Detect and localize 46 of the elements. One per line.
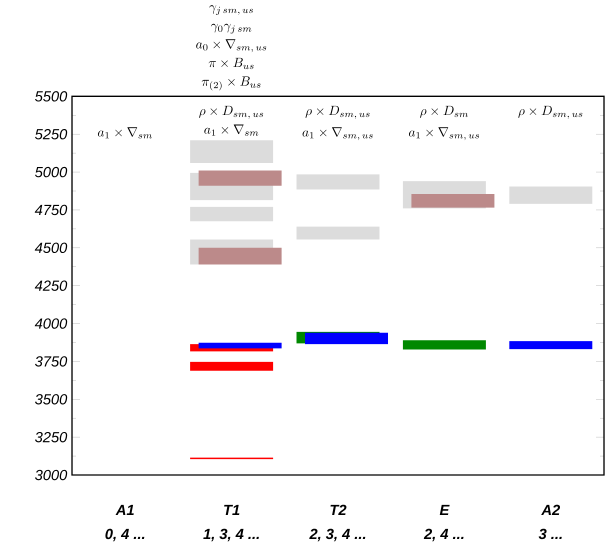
x-tick-label: E (440, 505, 450, 516)
y-tick-label: 3750 (35, 356, 68, 367)
annotation: $\rho\times D_{sm,\,us}$ (306, 106, 370, 119)
y-tick-label: 4000 (34, 318, 68, 329)
text: $\pi\times B_{us}$ (208, 58, 254, 70)
text: $a_{0}\times\nabla_{sm,\,us}$ (196, 39, 266, 52)
annotation: $a_{1}\times\nabla_{sm}$ (204, 124, 258, 136)
bar (190, 207, 274, 222)
annotation: $a_{1}\times\nabla_{sm}$ (98, 127, 152, 139)
bar (509, 186, 592, 204)
y-tick-label: 4750 (34, 204, 68, 216)
bar (198, 342, 282, 349)
y-tick-label: 5250 (35, 129, 68, 140)
x-tick-label: T2 (330, 504, 346, 516)
y-tick-label: 5000 (35, 167, 68, 178)
y-tick-label: 5500 (35, 91, 68, 102)
annotation: $\rho\times D_{sm}$ (420, 106, 468, 118)
bar (411, 194, 494, 208)
text: 0, 4 ... (105, 528, 144, 542)
bar (190, 362, 274, 371)
y-tick-label: 3000 (35, 470, 68, 480)
y-tick-label: 4500 (34, 242, 68, 254)
text: $\gamma_{j\,sm,\,us}$ (209, 5, 253, 16)
text: 1, 3, 4 ... (203, 528, 259, 542)
text: $\gamma_{0}\gamma_{j\,sm}$ (210, 24, 252, 34)
annotation: $\rho\times D_{sm,\,us}$ (199, 106, 264, 119)
bar (198, 248, 282, 265)
bar (305, 332, 388, 344)
bar (190, 140, 274, 164)
text: 2, 3, 4 ... (309, 528, 366, 542)
bar (198, 170, 282, 186)
y-tick-label: 4250 (34, 280, 68, 292)
y-tick-label: 3500 (35, 394, 68, 405)
x-tick-label: T1 (224, 505, 240, 516)
bar (296, 226, 380, 240)
annotation: $a_{1}\times\nabla_{sm,\,us}$ (302, 127, 373, 140)
text: $\pi_{(2)}\times B_{us}$ (202, 76, 260, 91)
y-tick-label: 3250 (35, 432, 68, 442)
x-tick-label: A2 (541, 504, 560, 516)
bar (402, 340, 486, 350)
text: 3 ... (538, 528, 562, 540)
x-tick-label: A1 (116, 505, 134, 516)
annotation: $\rho\times D_{sm,\,us}$ (518, 106, 582, 119)
text: 2, 4 ... (424, 528, 464, 542)
bar (296, 174, 380, 190)
annotation: $a_{1}\times\nabla_{sm,\,us}$ (408, 127, 480, 140)
